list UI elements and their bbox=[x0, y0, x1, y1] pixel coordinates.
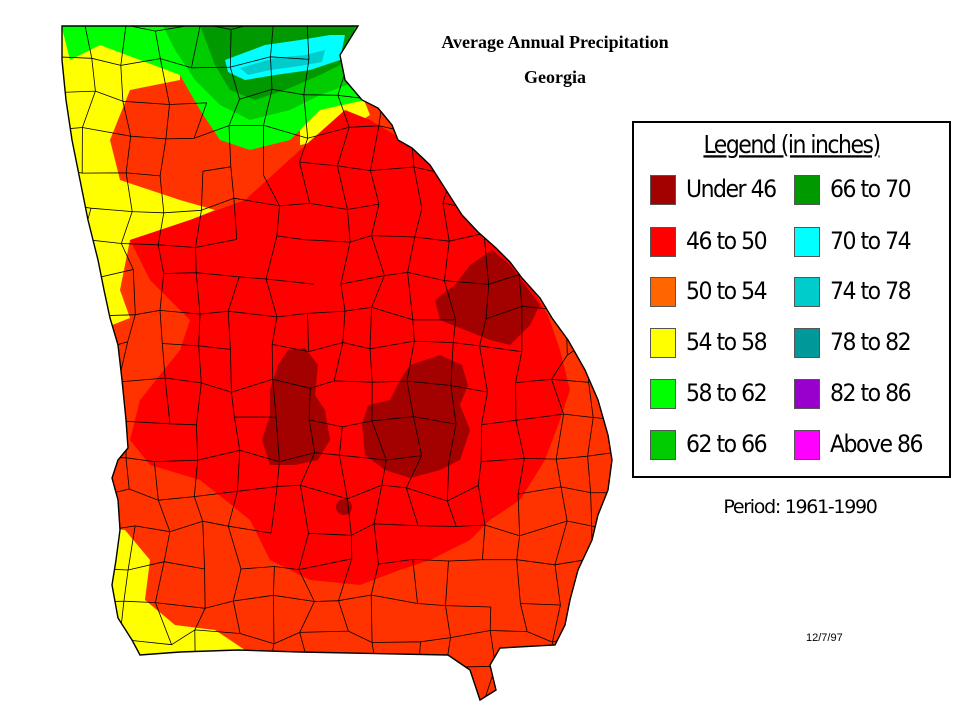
legend-swatch bbox=[794, 175, 820, 205]
legend-swatch bbox=[794, 328, 820, 358]
period-label: Period: 1961-1990 bbox=[723, 496, 877, 518]
zone-under-46-spot bbox=[336, 499, 352, 515]
legend-label: Under 46 bbox=[686, 176, 777, 204]
legend-swatch bbox=[650, 430, 676, 460]
legend-swatch bbox=[650, 379, 676, 409]
legend-swatch bbox=[794, 430, 820, 460]
legend-label: 82 to 86 bbox=[830, 380, 912, 408]
legend-label: 58 to 62 bbox=[686, 380, 768, 408]
legend-label: 46 to 50 bbox=[686, 228, 768, 256]
map-subtitle: Georgia bbox=[524, 67, 586, 87]
date-stamp: 12/7/97 bbox=[806, 632, 843, 644]
map-title: Average Annual Precipitation bbox=[441, 32, 669, 52]
state-border bbox=[61, 25, 613, 702]
legend-label: 62 to 66 bbox=[686, 431, 768, 459]
legend: Legend (in inches) Under 46 46 to 50 50 … bbox=[632, 121, 951, 478]
zone-under-46-west-central bbox=[262, 348, 330, 465]
legend-label: Above 86 bbox=[830, 431, 924, 459]
zone-under-46-central bbox=[362, 355, 470, 478]
legend-swatch bbox=[794, 227, 820, 257]
legend-label: 78 to 82 bbox=[830, 329, 912, 357]
legend-label: 74 to 78 bbox=[830, 278, 912, 306]
legend-swatch bbox=[650, 328, 676, 358]
legend-swatch bbox=[794, 379, 820, 409]
legend-title: Legend (in inches) bbox=[703, 131, 881, 160]
legend-swatch bbox=[650, 227, 676, 257]
legend-label: 66 to 70 bbox=[830, 176, 912, 204]
zone-74-to-78-north bbox=[240, 50, 325, 75]
legend-label: 70 to 74 bbox=[830, 228, 912, 256]
legend-label: 50 to 54 bbox=[686, 278, 768, 306]
legend-label: 54 to 58 bbox=[686, 329, 768, 357]
legend-swatch bbox=[650, 175, 676, 205]
zone-46-to-50-central bbox=[130, 110, 570, 585]
legend-swatch bbox=[650, 277, 676, 307]
legend-swatch bbox=[794, 277, 820, 307]
precipitation-zones bbox=[62, 26, 612, 700]
